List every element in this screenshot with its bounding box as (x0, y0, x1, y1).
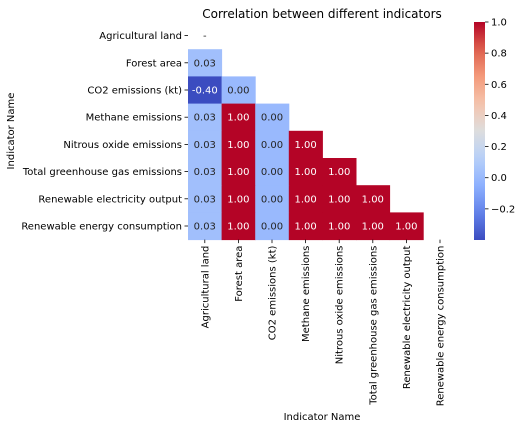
heatmap-cell (288, 158, 323, 186)
heatmap-cell-label: 1.00 (362, 194, 384, 205)
heatmap-cell-label: 0.00 (227, 86, 249, 97)
heatmap-cell-label: - (203, 31, 207, 42)
colorbar-tick-label: 0.0 (491, 173, 507, 184)
heatmap-cell-label: 1.00 (294, 167, 316, 178)
y-tick-label: Agricultural land (99, 31, 182, 42)
heatmap-cell-label: -0.40 (192, 86, 218, 97)
heatmap-cell-label: 0.03 (194, 58, 216, 69)
heatmap-cell-label: 1.00 (227, 222, 249, 233)
x-tick-label: Renewable energy consumption (436, 246, 447, 407)
heatmap-cell-label: 0.03 (194, 140, 216, 151)
heatmap-cell-label: 0.03 (194, 222, 216, 233)
heatmap-cell (188, 49, 223, 77)
heatmap-cell-label: 1.00 (227, 113, 249, 124)
colorbar: −0.2 0.0 0.2 0.4 0.6 0.8 1.0 (474, 18, 515, 240)
heatmap-cell (188, 185, 223, 213)
y-tick-label: Renewable energy consumption (21, 222, 182, 233)
heatmap-cell-label: 0.00 (261, 222, 283, 233)
heatmap-cell (221, 76, 256, 105)
y-tick-label: Renewable electricity output (38, 194, 182, 205)
x-tick-label: Methane emissions (301, 246, 312, 342)
heatmap-cell (255, 130, 290, 159)
heatmap-cell-label: 1.00 (395, 222, 417, 233)
y-axis-label: Indicator Name (6, 93, 17, 170)
x-tick-label: Forest area (234, 246, 245, 302)
heatmap-cell (188, 158, 223, 186)
y-axis-ticks: Agricultural land Forest area CO2 emission… (21, 31, 188, 233)
heatmap-cell (356, 212, 391, 241)
heatmap-cell (221, 103, 256, 132)
heatmap-cell (221, 130, 256, 159)
colorbar-tick-label: 1.0 (491, 18, 507, 29)
heatmap-cell-label: 1.00 (294, 140, 316, 151)
heatmap-cells (188, 49, 424, 241)
heatmap-cell-label: 0.03 (194, 194, 216, 205)
heatmap-cell-label: 0.03 (194, 167, 216, 178)
x-axis-ticks: Agricultural land Forest area CO2 emission… (200, 239, 447, 407)
heatmap-cell (188, 212, 223, 241)
heatmap-cell (221, 158, 256, 186)
heatmap-cell (255, 185, 290, 213)
heatmap-cell-label: 0.00 (261, 113, 283, 124)
heatmap-cell-label: 1.00 (328, 222, 350, 233)
heatmap-cell-label: 1.00 (294, 194, 316, 205)
x-tick-label: Nitrous oxide emissions (335, 246, 346, 365)
heatmap-cell-labels: - 0.03 -0.40 0.00 0.03 1.00 0.00 0.03 1.00 0.00 1.… (192, 31, 418, 232)
colorbar-tick-label: −0.2 (491, 204, 515, 215)
heatmap-cell-label: 1.00 (227, 194, 249, 205)
colorbar-tick-label: 0.4 (491, 111, 507, 122)
y-tick-label: CO2 emissions (kt) (87, 86, 182, 97)
colorbar-tick-label: 0.2 (491, 142, 507, 153)
y-tick-label: Forest area (126, 58, 182, 69)
heatmap-cell (221, 185, 256, 213)
heatmap-cell (221, 212, 256, 241)
heatmap-cell (255, 103, 290, 132)
heatmap-cell-label: 1.00 (227, 140, 249, 151)
heatmap-cell-label: 1.00 (328, 167, 350, 178)
heatmap-cell-label: 1.00 (294, 222, 316, 233)
heatmap-cell-label: 0.00 (261, 140, 283, 151)
heatmap-cell (255, 158, 290, 186)
x-tick-label: Total greenhouse gas emissions (368, 246, 379, 406)
colorbar-tick-label: 0.8 (491, 49, 507, 60)
heatmap-cell (288, 185, 323, 213)
heatmap-cell (322, 158, 357, 186)
heatmap-cell-label: 1.00 (227, 167, 249, 178)
heatmap-cell-label: 0.03 (194, 113, 216, 124)
heatmap-cell-label: 1.00 (328, 194, 350, 205)
heatmap-cell (188, 103, 223, 132)
heatmap-cell (288, 212, 323, 241)
x-tick-label: Renewable electricity output (402, 246, 413, 390)
y-tick-label: Methane emissions (86, 113, 182, 124)
colorbar-gradient (474, 22, 485, 240)
heatmap-cell-label: 0.00 (261, 194, 283, 205)
heatmap-cell (188, 130, 223, 159)
heatmap-cell-label: 0.00 (261, 167, 283, 178)
heatmap-cell-label: 1.00 (362, 222, 384, 233)
heatmap-cell (389, 212, 424, 241)
y-tick-label: Nitrous oxide emissions (63, 140, 182, 151)
heatmap-cell (288, 130, 323, 159)
colorbar-tick-label: 0.6 (491, 80, 507, 91)
heatmap-cell (322, 212, 357, 241)
heatmap-cell (188, 76, 223, 105)
x-tick-label: CO2 emissions (kt) (268, 246, 279, 341)
y-tick-label: Total greenhouse gas emissions (22, 167, 182, 178)
heatmap-cell (255, 212, 290, 241)
x-axis-label: Indicator Name (284, 412, 361, 423)
chart-title: Correlation between different indicators (202, 7, 442, 21)
heatmap-cell (356, 185, 391, 213)
x-tick-label: Agricultural land (200, 246, 211, 329)
heatmap-cell (322, 185, 357, 213)
